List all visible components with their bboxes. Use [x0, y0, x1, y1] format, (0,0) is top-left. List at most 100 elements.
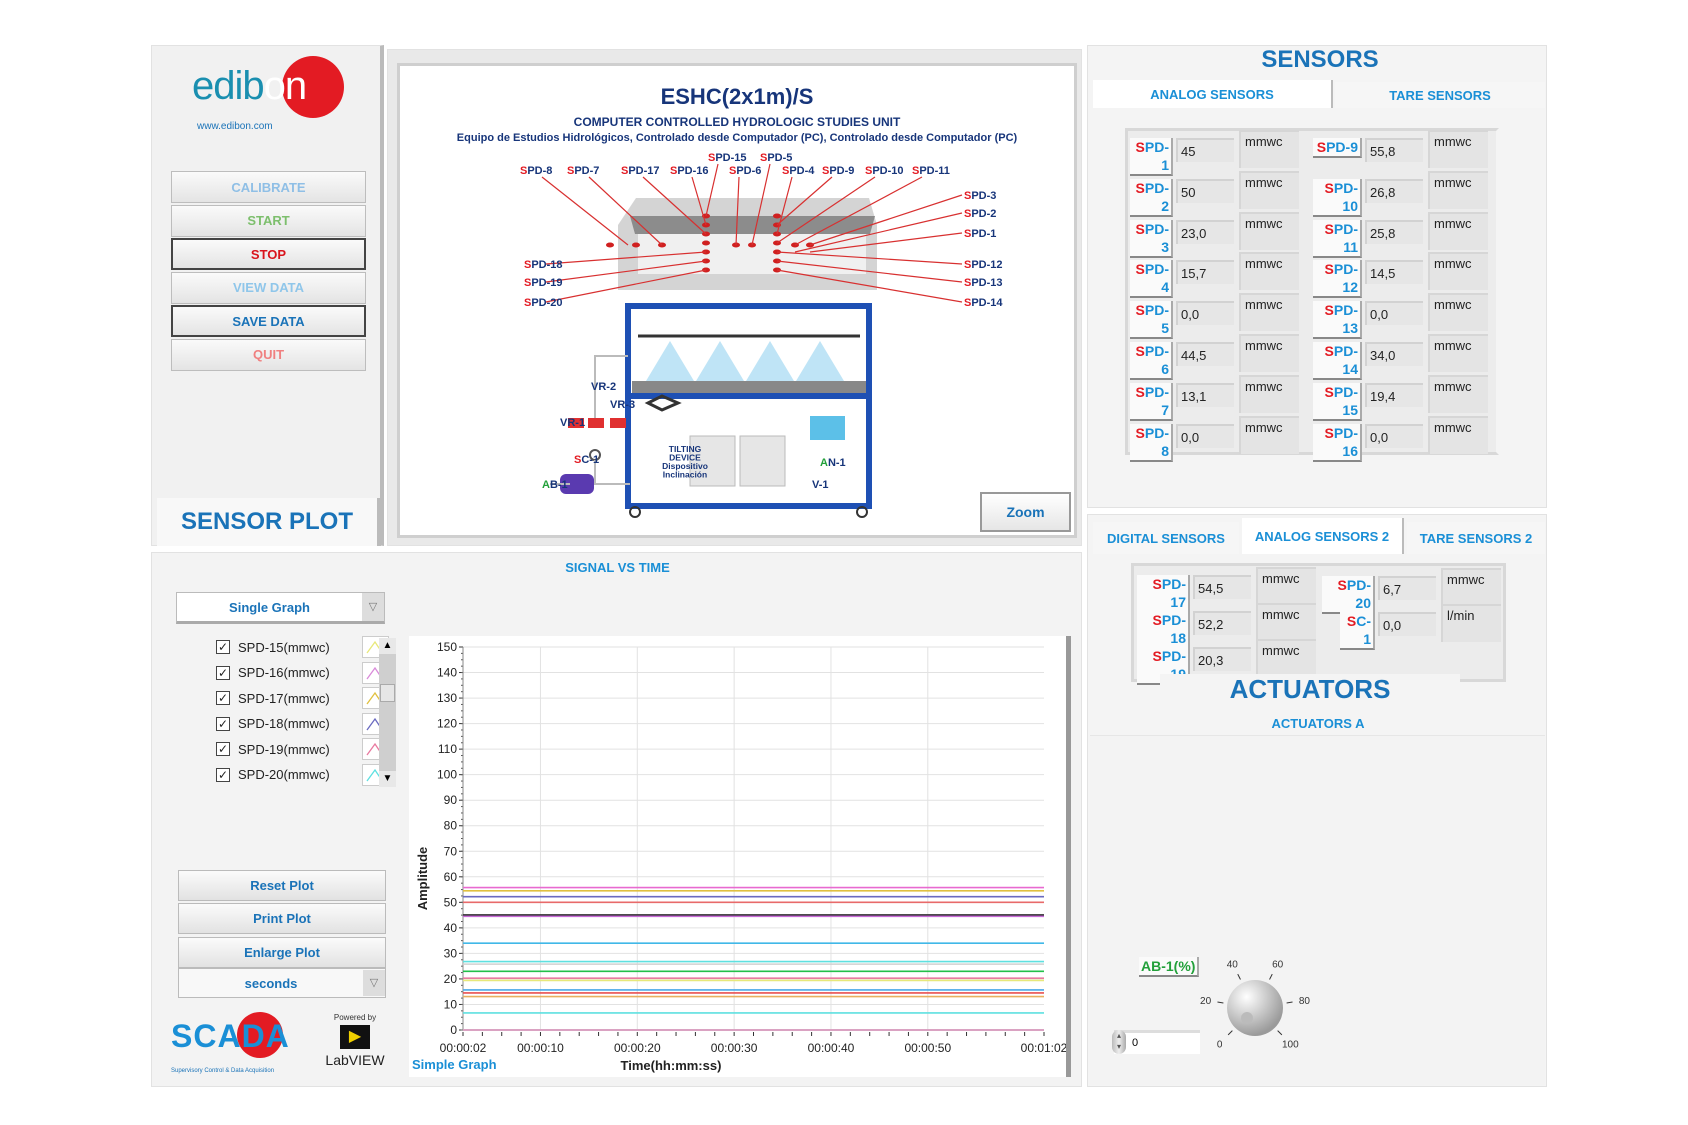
sensor-label-spd-3[interactable]: SPD-3: [1130, 219, 1173, 258]
legend-item[interactable]: ✓ SPD-15(mmwc): [216, 636, 389, 658]
sensor-label-spd-18[interactable]: SPD-18: [1137, 611, 1190, 649]
sensor-leader-line: [735, 176, 740, 246]
sensor-label-spd-11[interactable]: SPD-11: [1313, 219, 1362, 258]
sensor-label-spd-20[interactable]: SPD-20: [1322, 576, 1375, 614]
sensor-label-spd-8[interactable]: SPD-8: [1130, 423, 1173, 462]
scroll-up-icon[interactable]: ▲: [379, 638, 396, 654]
view-data-button[interactable]: VIEW DATA: [171, 271, 366, 304]
sensor-label-spd-13[interactable]: SPD-13: [1313, 301, 1362, 340]
sensor-label-spd-15[interactable]: SPD-15: [1313, 382, 1362, 421]
checkbox[interactable]: ✓: [216, 640, 230, 654]
diagram-label-vr-1: VR-1: [560, 417, 585, 429]
sensor-value-spd-12: 14,5: [1365, 260, 1423, 285]
sensor-label-spd-1[interactable]: SPD-1: [1130, 138, 1173, 176]
checkbox[interactable]: ✓: [216, 742, 230, 756]
sensor-unit: mmwc: [1428, 374, 1488, 413]
tilting-device-label: Dispositivo: [662, 461, 708, 471]
chevron-down-icon[interactable]: ▽: [363, 970, 385, 996]
sensor-label-spd-17[interactable]: SPD-17: [1137, 575, 1190, 613]
legend-item[interactable]: ✓ SPD-19(mmwc): [216, 738, 389, 760]
sensor-unit: mmwc: [1428, 170, 1488, 209]
sensor-unit: mmwc: [1239, 252, 1299, 291]
sensor-label-spd-5[interactable]: SPD-5: [1130, 301, 1173, 340]
sensor-unit: mmwc: [1239, 130, 1299, 168]
legend-item[interactable]: ✓ SPD-20(mmwc): [216, 763, 389, 786]
tab-digital-sensors[interactable]: DIGITAL SENSORS: [1093, 522, 1239, 554]
website-text: www.edibon.com: [197, 121, 273, 132]
sensor-point: [606, 242, 614, 248]
tab-tare-sensors[interactable]: TARE SENSORS: [1335, 82, 1545, 108]
sensor-unit: mmwc: [1239, 170, 1299, 209]
reset-plot-button[interactable]: Reset Plot: [178, 870, 386, 901]
diagram-subtitle-es: Equipo de Estudios Hidrológicos, Control…: [456, 132, 1018, 144]
sensor-leader-line: [776, 176, 833, 226]
y-tick-label: 50: [444, 895, 458, 909]
sensor-label-sc-1[interactable]: SC-1: [1340, 612, 1375, 650]
sensor-unit: mmwc: [1239, 211, 1299, 250]
sensor-value-spd-4: 15,7: [1176, 260, 1234, 285]
sensor-label-spd-7[interactable]: SPD-7: [1130, 382, 1173, 421]
tab-actuators-a[interactable]: ACTUATORS A: [1271, 716, 1365, 731]
print-plot-button[interactable]: Print Plot: [178, 903, 386, 934]
diagram-label-spd-17: SPD-17: [621, 165, 660, 177]
increment-decrement-icon[interactable]: ▴ ▾: [1112, 1030, 1126, 1054]
tab-analog-sensors-2[interactable]: ANALOG SENSORS 2: [1242, 518, 1404, 554]
knob-tick-label: 40: [1227, 959, 1239, 970]
sensor-value-spd-8: 0,0: [1176, 423, 1234, 448]
sensor-value-spd-7: 13,1: [1176, 382, 1234, 407]
checkbox[interactable]: ✓: [216, 767, 230, 782]
time-units-select[interactable]: seconds ▽: [178, 968, 386, 998]
quit-button[interactable]: QUIT: [171, 338, 366, 371]
diagram-label-spd-4: SPD-4: [782, 165, 815, 177]
scroll-down-icon[interactable]: ▼: [379, 771, 396, 787]
sensor-label-spd-9[interactable]: SPD-9: [1313, 138, 1362, 158]
chevron-down-icon[interactable]: ▽: [362, 593, 384, 621]
save-data-button[interactable]: SAVE DATA: [171, 305, 366, 337]
sensor-plot-title: SENSOR PLOT: [180, 508, 354, 535]
graph-mode-value: Single Graph: [229, 599, 310, 615]
diagram-label-spd-12: SPD-12: [964, 259, 1003, 271]
spray-cone: [746, 341, 794, 381]
calibrate-button[interactable]: CALIBRATE: [171, 171, 366, 203]
legend-label: SPD-18(mmwc): [238, 716, 330, 731]
checkbox[interactable]: ✓: [216, 716, 230, 731]
sensor-label-spd-16[interactable]: SPD-16: [1313, 423, 1362, 462]
sensor-value-sc-1: 0,0: [1378, 612, 1436, 636]
sensor-label-spd-12[interactable]: SPD-12: [1313, 260, 1362, 299]
sensor-unit: mmwc: [1239, 415, 1299, 454]
enlarge-plot-button[interactable]: Enlarge Plot: [178, 937, 386, 968]
legend-item[interactable]: ✓ SPD-17(mmwc): [216, 687, 389, 709]
y-tick-label: 130: [437, 691, 457, 705]
zoom-button[interactable]: Zoom: [980, 492, 1071, 532]
knob-tick: [1277, 1030, 1283, 1036]
diagram-label-ab-1: AB-1: [542, 479, 568, 491]
checkbox[interactable]: ✓: [216, 665, 230, 680]
tab-analog-sensors[interactable]: ANALOG SENSORS: [1093, 80, 1333, 108]
start-button[interactable]: START: [171, 204, 366, 237]
graph-mode-select[interactable]: Single Graph ▽: [176, 592, 385, 624]
sensor-label-spd-2[interactable]: SPD-2: [1130, 178, 1173, 217]
sensor-label-spd-6[interactable]: SPD-6: [1130, 342, 1173, 380]
legend-item[interactable]: ✓ SPD-16(mmwc): [216, 661, 389, 684]
diagram-label-spd-15: SPD-15: [708, 152, 747, 164]
stop-button[interactable]: STOP: [171, 238, 366, 270]
sensor-label-spd-14[interactable]: SPD-14: [1313, 342, 1362, 380]
ab-1-knob[interactable]: 0 20 40 60 80 100: [1195, 950, 1325, 1070]
sensor-point: [632, 242, 640, 248]
diagram-label-spd-9: SPD-9: [822, 165, 854, 177]
signal-vs-time-chart[interactable]: 0 10 20 30 40 50 60 70 80 90 100 110 120 130 140 150 00:…: [409, 636, 1066, 1077]
checkbox[interactable]: ✓: [216, 691, 230, 705]
y-tick-label: 30: [444, 946, 458, 960]
legend-scrollbar[interactable]: ▲ ▼: [379, 638, 396, 787]
ab-1-numeric-input[interactable]: 0 ▴ ▾: [1112, 1030, 1200, 1054]
sensor-label-spd-4[interactable]: SPD-4: [1130, 260, 1173, 299]
plot-title: SIGNAL VS TIME: [565, 560, 670, 575]
sensor-value-spd-1: 45: [1176, 138, 1234, 162]
tab-tare-sensors-2[interactable]: TARE SENSORS 2: [1407, 522, 1545, 554]
legend-item[interactable]: ✓ SPD-18(mmwc): [216, 712, 389, 735]
sensor-leader-line: [794, 176, 923, 246]
scroll-thumb[interactable]: [380, 684, 395, 702]
sensor-value-spd-15: 19,4: [1365, 382, 1423, 407]
sensor-value-spd-16: 0,0: [1365, 423, 1423, 448]
sensor-label-spd-10[interactable]: SPD-10: [1313, 178, 1362, 217]
